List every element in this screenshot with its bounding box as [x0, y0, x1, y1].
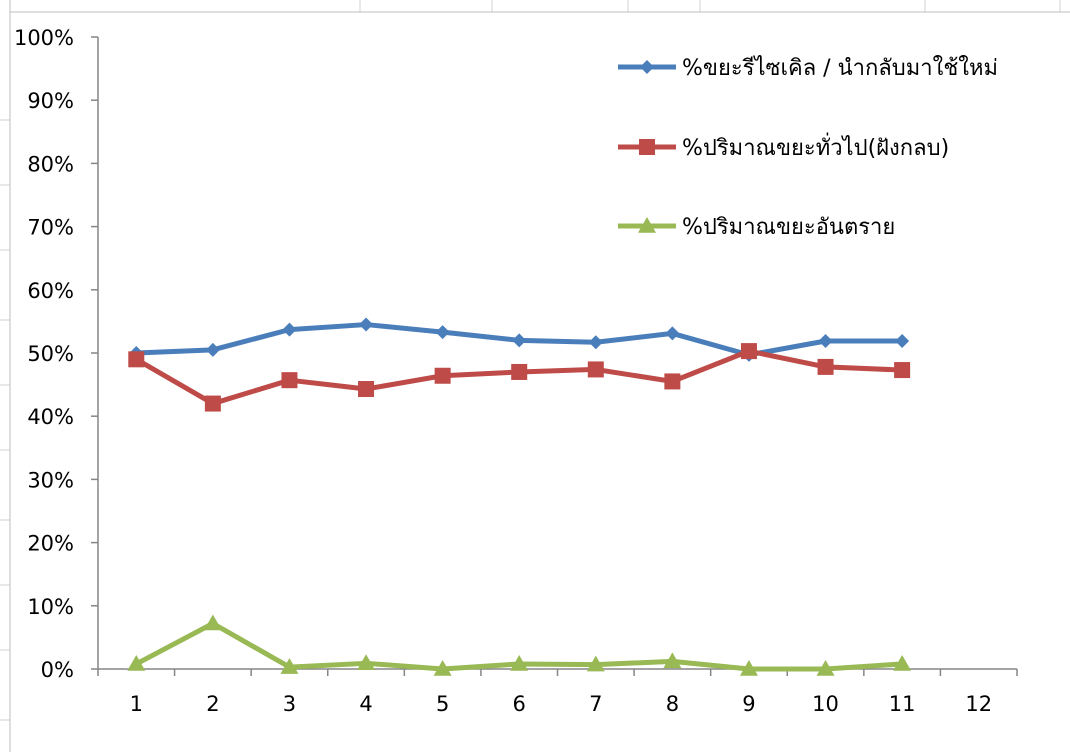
- series-2-point: [358, 381, 375, 398]
- series-3-point: [433, 660, 452, 676]
- series-1-point: [588, 335, 603, 350]
- series-3-point: [816, 660, 835, 676]
- series-2-point: [587, 361, 604, 378]
- y-tick-label: 70%: [27, 216, 74, 240]
- series-3-point: [127, 654, 146, 671]
- series-3-point: [357, 654, 376, 671]
- legend-label-3: %ปริมาณขยะอันตราย: [682, 215, 895, 240]
- series-2-point: [281, 372, 298, 389]
- y-tick-label: 10%: [27, 595, 74, 619]
- series-1-point: [895, 333, 910, 348]
- legend-marker-2: [639, 139, 655, 155]
- series-1: [129, 317, 910, 362]
- y-tick-label: 80%: [27, 152, 74, 176]
- series-3-point: [893, 654, 912, 671]
- x-tick-label: 6: [513, 692, 526, 716]
- x-tick-label: 8: [666, 692, 679, 716]
- series-1-point: [818, 333, 833, 348]
- y-tick-label: 40%: [27, 405, 74, 429]
- series-3-point: [663, 652, 682, 669]
- legend: %ขยะรีไซเคิล / นำกลับมาใช้ใหม่ %ปริมาณขยะ…: [618, 55, 998, 240]
- series-layer: [127, 317, 912, 676]
- y-tick-label: 90%: [27, 89, 74, 113]
- series-1-point: [282, 322, 297, 337]
- series-3-point: [586, 655, 605, 672]
- legend-marker-1: [640, 60, 654, 74]
- y-tick-label: 0%: [41, 658, 74, 682]
- legend-item-1: %ขยะรีไซเคิล / นำกลับมาใช้ใหม่: [618, 55, 998, 81]
- x-tick-label: 12: [965, 692, 992, 716]
- legend-label-1: %ขยะรีไซเคิล / นำกลับมาใช้ใหม่: [682, 55, 998, 81]
- series-3-point: [203, 614, 222, 631]
- legend-item-3: %ปริมาณขยะอันตราย: [618, 215, 895, 240]
- x-tick-label: 3: [283, 692, 296, 716]
- y-tick-label: 30%: [27, 468, 74, 492]
- series-2-point: [664, 373, 681, 390]
- series-3-point: [510, 654, 529, 671]
- series-2-point: [434, 367, 451, 384]
- x-tick-label: 5: [436, 692, 449, 716]
- x-tick-label: 10: [812, 692, 839, 716]
- series-1-point: [665, 326, 680, 341]
- x-tick-label: 4: [359, 692, 372, 716]
- series-2-point: [511, 363, 528, 380]
- series-1-point: [512, 333, 527, 348]
- y-tick-label: 100%: [14, 26, 74, 50]
- x-tick-label: 11: [889, 692, 916, 716]
- series-3-point: [280, 658, 299, 674]
- series-2-point: [817, 358, 834, 375]
- series-1-point: [205, 342, 220, 357]
- series-2-point: [128, 351, 145, 368]
- x-tick-label: 2: [206, 692, 219, 716]
- series-2-point: [740, 343, 757, 360]
- series-1-point: [359, 317, 374, 332]
- x-tick-label: 9: [742, 692, 755, 716]
- legend-item-2: %ปริมาณขยะทั่วไป(ฝังกลบ): [618, 132, 949, 161]
- y-tick-label: 20%: [27, 532, 74, 556]
- y-tick-label: 60%: [27, 279, 74, 303]
- series-2-point: [894, 362, 911, 379]
- legend-marker-3: [638, 217, 656, 233]
- series-2-point: [204, 395, 221, 412]
- series-3-point: [739, 660, 758, 676]
- series-2: [128, 343, 911, 412]
- axes: 0%10%20%30%40%50%60%70%80%90%100%1 2 3 4 5 6 7…: [14, 26, 1018, 716]
- series-3: [127, 614, 912, 676]
- x-tick-label: 1: [130, 692, 143, 716]
- legend-label-2: %ปริมาณขยะทั่วไป(ฝังกลบ): [682, 132, 949, 161]
- y-tick-label: 50%: [27, 342, 74, 366]
- x-tick-label: 7: [589, 692, 602, 716]
- series-1-point: [435, 325, 450, 340]
